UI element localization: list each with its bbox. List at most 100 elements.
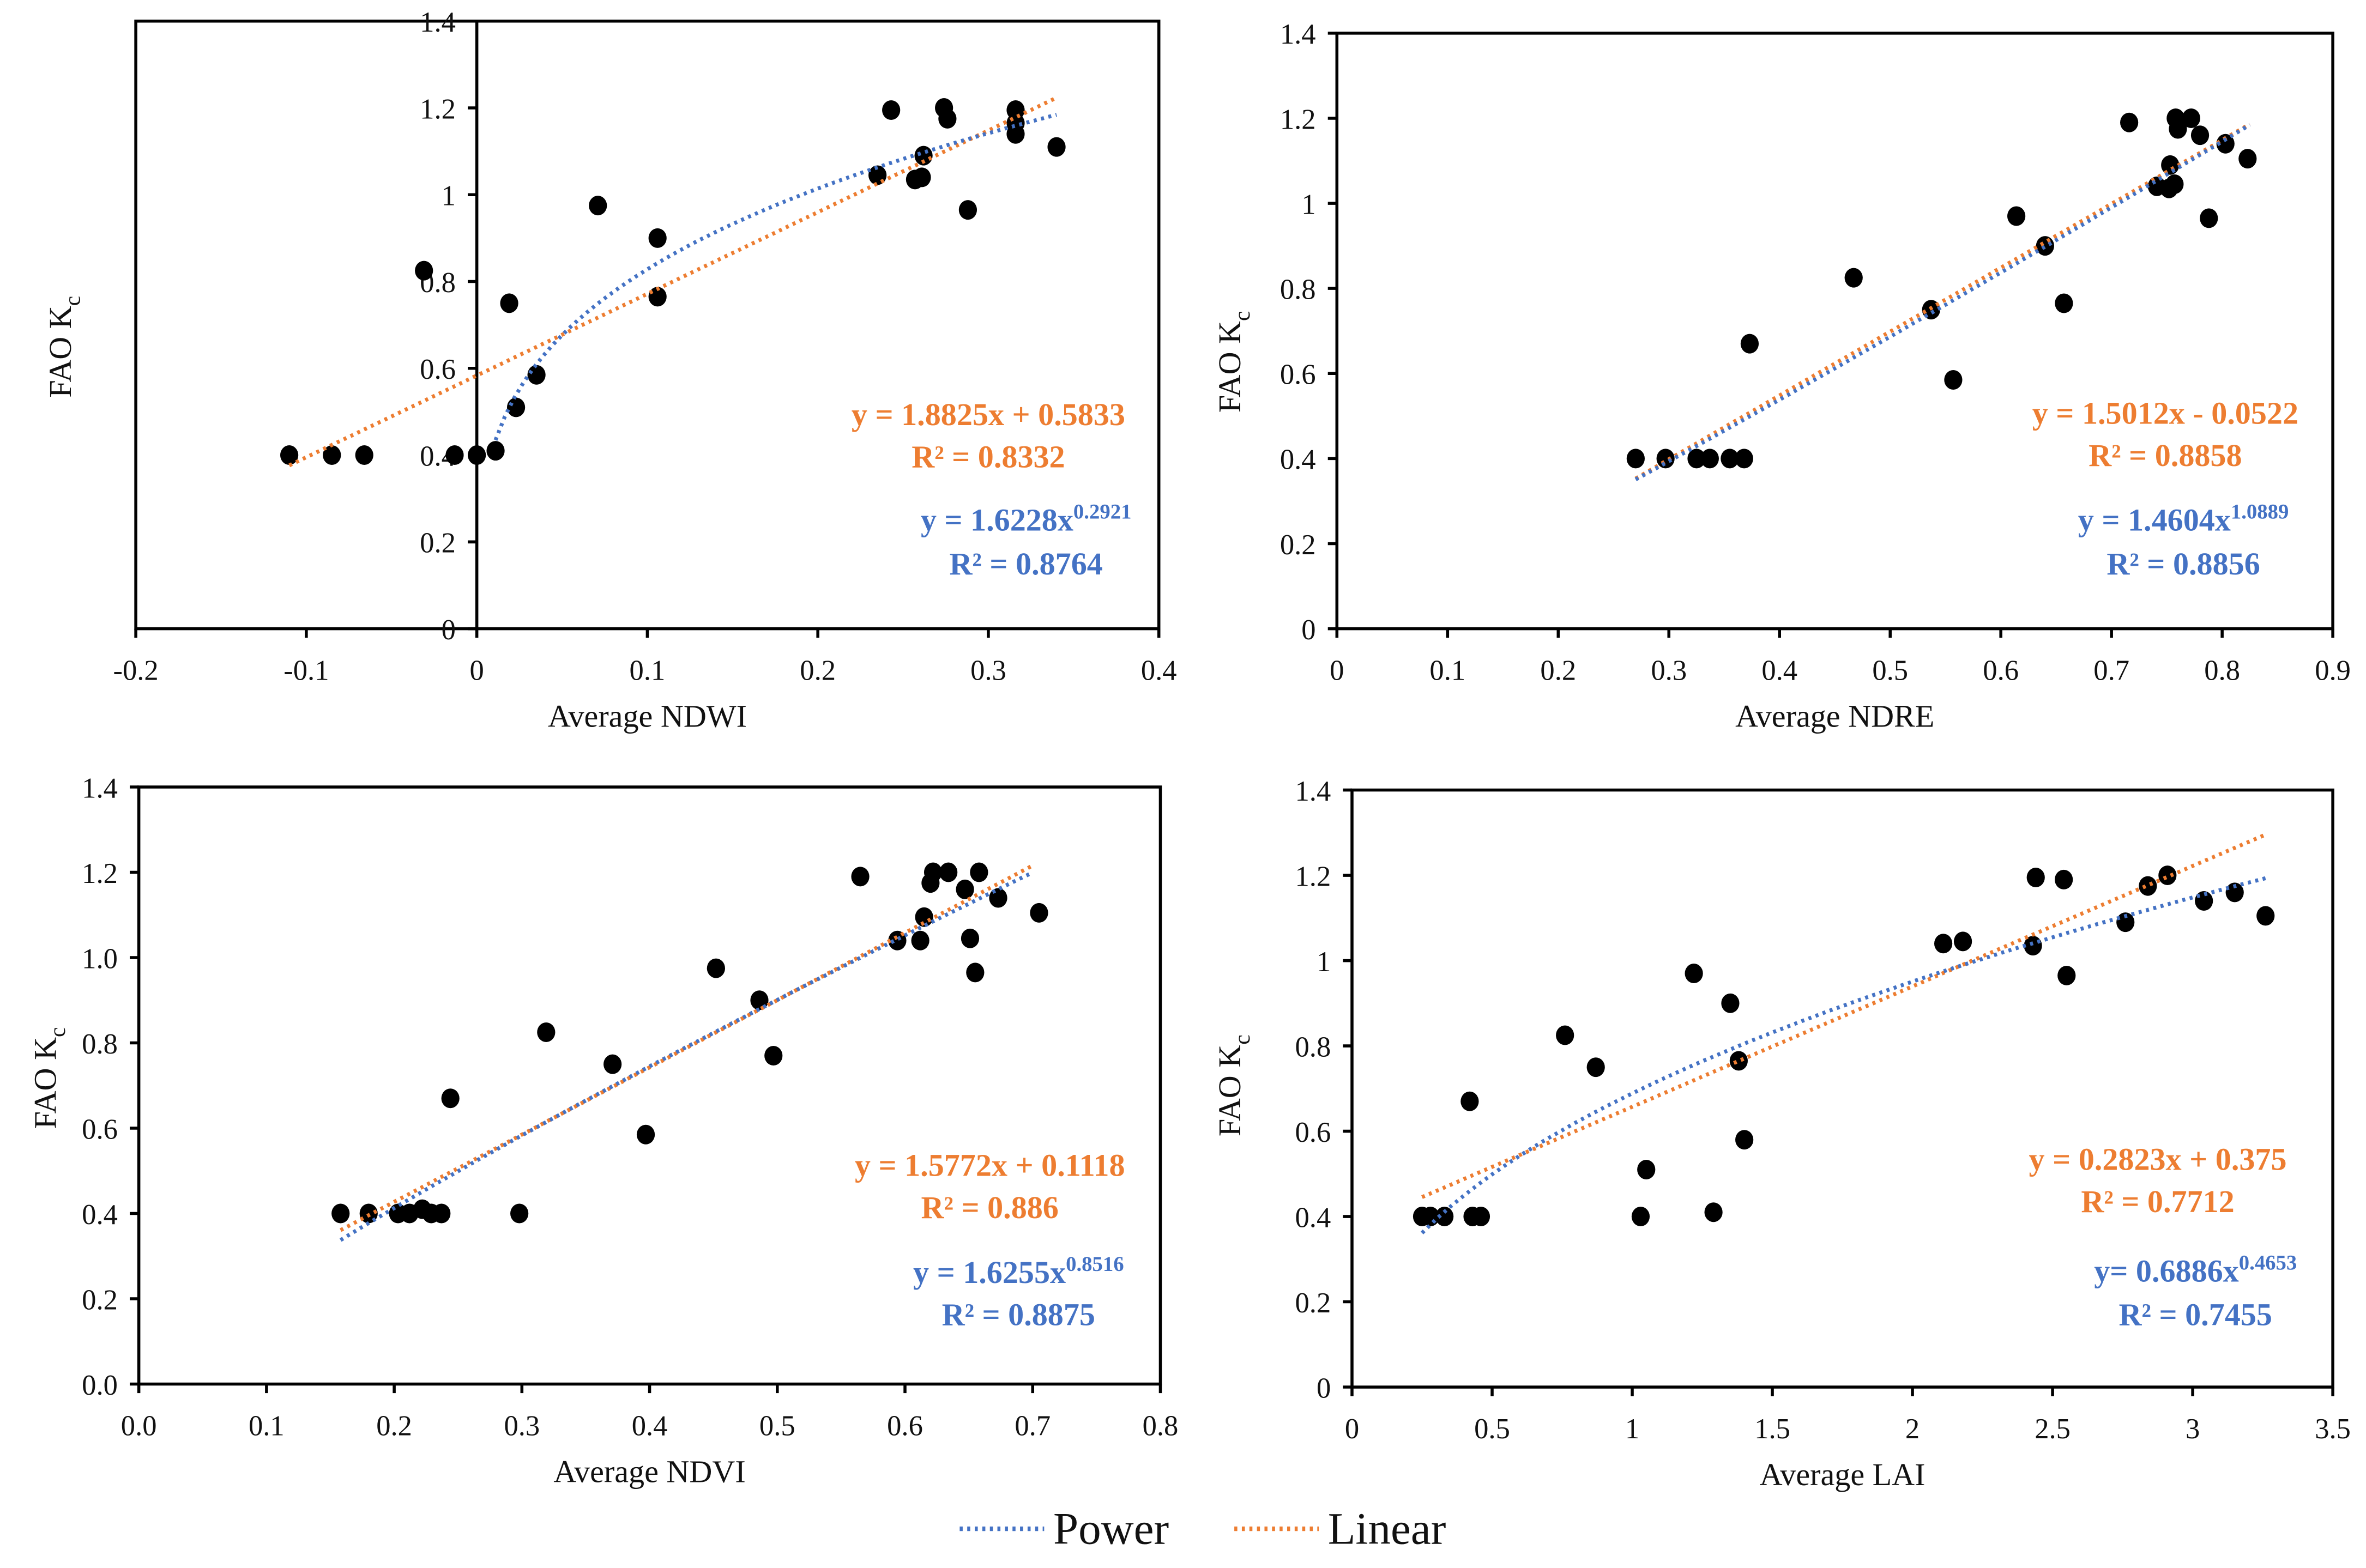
x-tick-label: -0.1: [283, 655, 329, 687]
power-r-squared: R² = 0.8764: [949, 546, 1102, 582]
y-axis-title-subscript: c: [1229, 311, 1254, 321]
chart-panel-average-ndre: 0 0.1 0.2 0.3 0.4 0.5 0.6 0.7 0.8 0.9 0 0.2 0.4 0.6 0.…: [1212, 19, 2351, 734]
x-tick-label: 0.4: [1141, 655, 1177, 687]
data-point: [989, 888, 1007, 908]
data-point: [2190, 125, 2210, 146]
power-equation-exponent: 0.4653: [2239, 1251, 2297, 1274]
data-point: [1631, 1207, 1650, 1227]
y-tick-label: 1.4: [1295, 776, 1331, 807]
chart-panel-average-ndwi: -0.2 -0.1 0 0.1 0.2 0.3 0.400.20.40.60.811.21.…: [43, 7, 1176, 734]
power-equation-base: y= 0.6886x: [2094, 1253, 2239, 1288]
y-axis-title-main: FAO K: [27, 1037, 63, 1129]
y-axis-title-subscript: c: [45, 1027, 70, 1037]
y-tick-label: 0.6: [420, 354, 456, 385]
linear-trendline: [1634, 122, 2251, 481]
y-tick-label: 1.2: [1280, 104, 1316, 135]
y-tick-label: 0.6: [1280, 359, 1316, 391]
power-equation-base: y = 1.6255x: [913, 1255, 1066, 1290]
data-point: [486, 441, 505, 461]
data-point: [2161, 155, 2180, 175]
data-point: [589, 196, 607, 216]
x-tick-label: 1.5: [1754, 1413, 1790, 1445]
power-trendline: [1634, 123, 2251, 481]
data-point: [914, 146, 933, 166]
chart-panel-average-lai: 0 0.5 1 1.5 2 2.5 3 3.5 0 0.2 0.4 0.6 0.8 1 1.2 1.4 Aver…: [1212, 776, 2351, 1492]
power-r-squared: R² = 0.7455: [2119, 1297, 2272, 1333]
data-point: [939, 862, 958, 882]
data-point: [2055, 869, 2073, 889]
x-tick-label: -0.2: [113, 655, 158, 687]
power-r-squared: R² = 0.8875: [942, 1297, 1095, 1333]
data-point: [2139, 876, 2157, 896]
x-tick-label: 0.1: [630, 655, 666, 687]
data-point: [1626, 449, 1645, 469]
data-point: [970, 862, 988, 882]
x-tick-label: 3: [2186, 1413, 2200, 1445]
data-point: [2026, 867, 2045, 887]
chart-panel-average-ndvi: 0.0 0.1 0.2 0.3 0.4 0.5 0.6 0.7 0.8 0.0 0.2 0.4 0.6 0…: [27, 772, 1178, 1489]
data-point: [1700, 449, 1719, 469]
data-point: [966, 962, 985, 983]
y-tick-label: 1.4: [420, 7, 456, 38]
x-tick-label: 3.5: [2315, 1413, 2351, 1445]
data-point: [2182, 108, 2200, 128]
y-tick-label: 0.4: [1295, 1202, 1331, 1233]
x-tick-label: 0.6: [1983, 655, 2019, 687]
linear-trendline: [340, 863, 1034, 1232]
linear-equation: y = 0.2823x + 0.375: [2029, 1142, 2287, 1177]
data-point: [331, 1203, 350, 1224]
x-tick-label: 0.2: [1540, 655, 1576, 687]
power-equation: y = 1.6228x0.2921: [921, 500, 1132, 538]
y-tick-label: 1: [442, 180, 456, 212]
data-point: [956, 879, 974, 899]
y-tick-label: 0.2: [1295, 1287, 1331, 1319]
data-point: [924, 862, 943, 882]
x-axis-title: Average NDWI: [548, 698, 747, 734]
y-axis-title-main: FAO K: [1212, 1045, 1247, 1136]
data-point: [913, 167, 931, 187]
data-point: [1740, 334, 1759, 354]
y-tick-label: 0.0: [82, 1370, 118, 1401]
power-equation: y= 0.6886x0.4653: [2094, 1251, 2297, 1288]
data-point: [432, 1203, 451, 1224]
data-point: [1844, 268, 1863, 288]
data-point: [1721, 449, 1739, 469]
data-point: [851, 867, 870, 887]
x-tick-label: 0.8: [2204, 655, 2240, 687]
data-point: [280, 445, 299, 465]
data-point: [648, 228, 667, 248]
data-point: [468, 445, 486, 465]
data-point: [1953, 931, 1972, 952]
data-point: [445, 445, 464, 465]
x-tick-label: 0: [1330, 655, 1344, 687]
data-point: [2057, 965, 2076, 985]
data-point: [506, 397, 526, 417]
x-tick-label: 0.5: [1872, 655, 1908, 687]
data-point: [1735, 449, 1753, 469]
y-tick-label: 0.2: [1280, 529, 1316, 561]
x-tick-label: 0: [1345, 1413, 1359, 1445]
data-point: [2200, 208, 2218, 228]
power-trendline: [1420, 876, 2266, 1234]
data-point: [2055, 293, 2073, 313]
data-point: [1006, 113, 1025, 133]
data-point: [1460, 1091, 1479, 1111]
y-tick-label: 0.8: [1280, 274, 1316, 306]
data-point: [2036, 236, 2054, 256]
data-point: [1656, 449, 1675, 469]
y-tick-label: 0.6: [82, 1113, 118, 1145]
legend: Power Linear: [959, 1504, 1446, 1554]
linear-equation: y = 1.5012x - 0.0522: [2032, 395, 2298, 431]
data-point: [415, 261, 433, 281]
y-axis-title: FAO Kc: [43, 296, 85, 398]
y-tick-label: 1.4: [82, 772, 118, 804]
legend-label-linear: Linear: [1328, 1504, 1446, 1554]
data-point: [958, 200, 977, 220]
data-point: [527, 365, 546, 385]
x-tick-label: 2: [1905, 1413, 1920, 1445]
data-point: [911, 930, 930, 951]
x-tick-label: 0.2: [376, 1410, 412, 1442]
x-tick-label: 0.5: [759, 1410, 795, 1442]
data-point: [648, 287, 667, 307]
